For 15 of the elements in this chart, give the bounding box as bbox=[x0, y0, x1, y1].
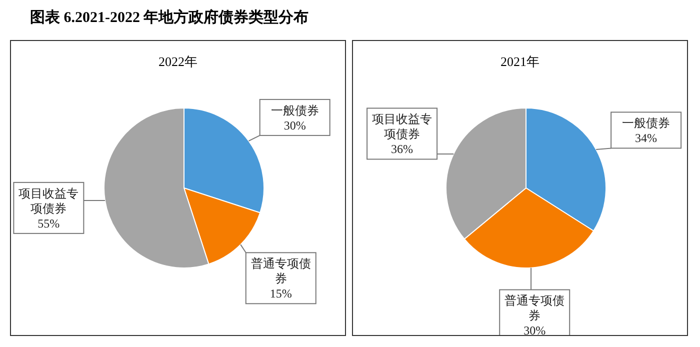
data-label: 36% bbox=[391, 142, 414, 156]
chart-subtitle: 2021年 bbox=[500, 53, 540, 71]
data-label: 55% bbox=[38, 216, 60, 230]
data-label: 15% bbox=[270, 286, 292, 301]
slice-label: 项目收益专项债券 bbox=[372, 112, 432, 142]
data-label: 30% bbox=[284, 118, 306, 132]
slice-label: 项目收益专项债券 bbox=[18, 186, 79, 216]
chart-subtitle: 2022年 bbox=[158, 53, 198, 71]
data-label: 34% bbox=[635, 131, 658, 146]
data-label: 30% bbox=[524, 324, 546, 338]
slice-label: 普通专项债券 bbox=[250, 256, 311, 286]
slice-label: 一般债券 bbox=[270, 103, 319, 118]
slice-label: 一般债券 bbox=[622, 116, 670, 130]
chart-title: 图表 6.2021-2022 年地方政府债券类型分布 bbox=[30, 8, 309, 27]
slice-label: 普通专项债券 bbox=[504, 294, 565, 323]
